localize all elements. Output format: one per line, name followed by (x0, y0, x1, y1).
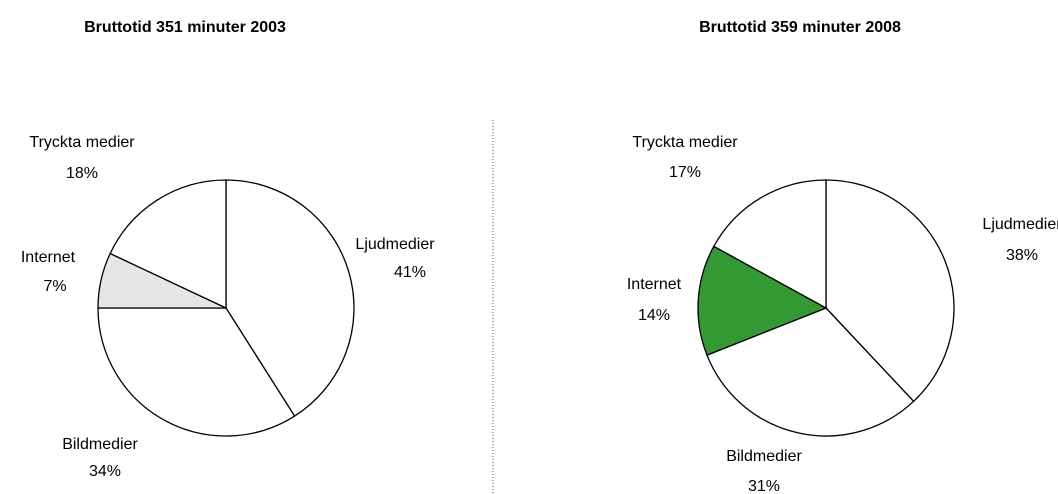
slice-label: Internet (21, 249, 76, 266)
slice-label: Bildmedier (62, 436, 138, 453)
slice-label: Ljudmedier (355, 236, 435, 253)
slice-value-label: 7% (43, 278, 66, 295)
slice-value-label: 38% (1006, 247, 1038, 264)
slice-value-label: 31% (748, 478, 780, 494)
chart-title: Bruttotid 351 minuter 2003 (84, 19, 286, 36)
slice-value-label: 41% (394, 264, 426, 281)
pie-slice (825, 179, 955, 403)
slice-value-label: 34% (89, 463, 121, 480)
pie-slice (712, 179, 827, 310)
pie-slice (225, 179, 355, 417)
chart-title: Bruttotid 359 minuter 2008 (699, 19, 901, 36)
pie-slice (97, 307, 296, 437)
slice-label: Tryckta medier (632, 134, 738, 151)
pie-slice (109, 179, 227, 310)
pie-slice (706, 307, 915, 437)
slice-label: Internet (627, 276, 682, 293)
slice-label: Ljudmedier (982, 216, 1058, 233)
slice-value-label: 14% (638, 307, 670, 324)
slice-value-label: 17% (669, 164, 701, 181)
slice-label: Tryckta medier (29, 134, 135, 151)
pie-slice (697, 245, 828, 356)
slice-value-label: 18% (66, 165, 98, 182)
slice-label: Bildmedier (726, 448, 802, 465)
